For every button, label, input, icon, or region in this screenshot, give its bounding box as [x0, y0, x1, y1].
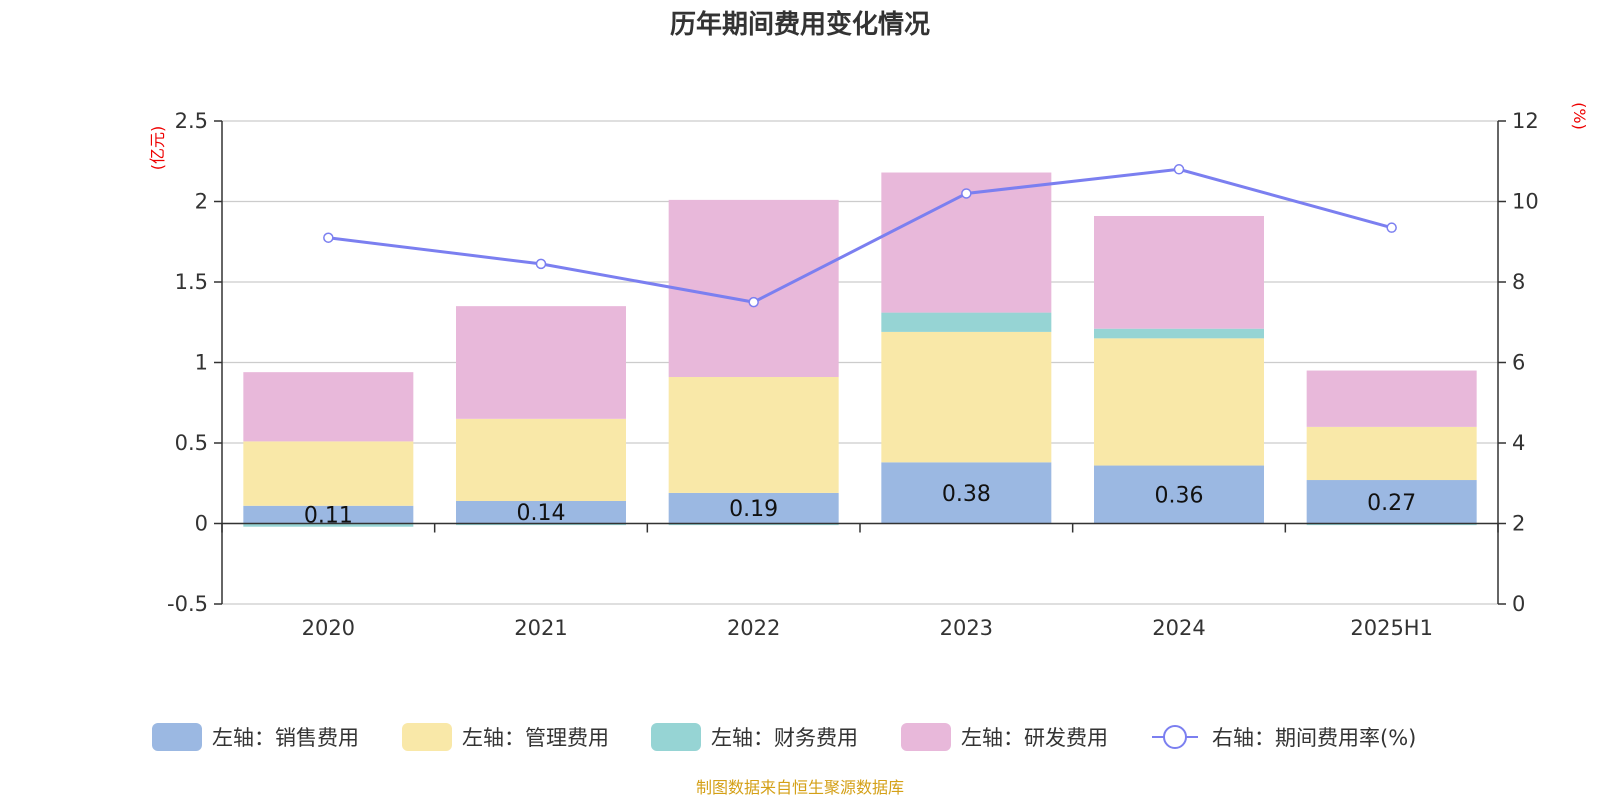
right-tick-label: 0	[1512, 592, 1525, 616]
legend-swatch	[901, 723, 951, 751]
x-tick-label: 2020	[302, 616, 355, 640]
right-tick-label: 12	[1512, 109, 1539, 133]
rate-point	[961, 188, 972, 199]
bar-segment	[668, 199, 839, 377]
bar-segment	[1306, 370, 1477, 427]
x-tick-label: 2021	[514, 616, 567, 640]
right-tick-label: 2	[1512, 512, 1525, 536]
right-tick-label: 10	[1512, 190, 1539, 214]
left-tick-label: 1.5	[175, 270, 208, 294]
bar-segment	[881, 312, 1052, 332]
right-tick-label: 8	[1512, 270, 1525, 294]
legend-swatch	[651, 723, 701, 751]
x-tick-label: 2023	[940, 616, 993, 640]
bar-segment	[243, 441, 414, 506]
bar-value-label: 0.11	[304, 504, 353, 529]
bar-segment	[668, 523, 839, 526]
bar-segment	[243, 523, 414, 527]
legend-swatch	[402, 723, 452, 751]
rate-line-path	[328, 167, 1393, 304]
right-tick-label: 4	[1512, 431, 1525, 455]
bar-value-label: 0.14	[517, 501, 566, 526]
bar-segment	[1094, 215, 1264, 329]
bar-value-label: 0.19	[729, 497, 778, 522]
chart-title: 历年期间费用变化情况	[670, 9, 930, 40]
bars	[243, 172, 1477, 527]
bar-segment	[456, 523, 626, 526]
bar-segment	[881, 331, 1052, 463]
bar-segment	[1306, 426, 1477, 481]
bar-segment	[456, 500, 626, 524]
legend-label: 左轴：管理费用	[462, 726, 609, 750]
bar-segment	[668, 492, 839, 524]
left-tick-label: 2.5	[175, 109, 208, 133]
legend-marker	[1163, 725, 1187, 749]
legend-label: 左轴：研发费用	[961, 726, 1108, 750]
legend: 左轴：销售费用 左轴：管理费用 左轴：财务费用 左轴：研发费用 右轴：期间费用率(%)	[152, 723, 1416, 751]
bar-value-label: 0.38	[942, 482, 991, 507]
rate-line	[323, 164, 1397, 308]
bar-segment	[456, 418, 626, 501]
x-tick-label: 2024	[1152, 616, 1205, 640]
left-tick-label: 0.5	[175, 431, 208, 455]
legend-label: 左轴：财务费用	[711, 726, 858, 750]
rate-point	[535, 258, 547, 270]
legend-label: 右轴：期间费用率(%)	[1212, 726, 1416, 750]
bar-segment	[456, 306, 626, 419]
bar-segment	[1094, 328, 1264, 339]
legend-label: 左轴：销售费用	[212, 726, 359, 750]
rate-point	[323, 232, 334, 243]
bar-segment	[1306, 523, 1477, 526]
bar-segment	[881, 462, 1052, 524]
bar-segment	[1094, 338, 1264, 466]
bar-labels: 0.11 0.14 0.19 0.38 0.36 0.27	[304, 482, 1416, 529]
left-tick-label: 1	[195, 351, 208, 375]
x-tick-label: 2022	[727, 616, 780, 640]
bar-value-label: 0.36	[1155, 484, 1204, 509]
right-tick-label: 6	[1512, 351, 1525, 375]
x-tick-label: 2025H1	[1350, 616, 1433, 640]
bar-segment	[668, 376, 839, 493]
rate-point	[1386, 222, 1397, 233]
left-tick-label: 0	[195, 512, 208, 536]
bar-segment	[1094, 465, 1264, 524]
bar-segment	[243, 372, 414, 442]
bar-segment	[243, 505, 414, 524]
rate-point	[1173, 164, 1185, 175]
source-note: 制图数据来自恒生聚源数据库	[696, 778, 904, 797]
left-tick-label: -0.5	[167, 592, 208, 616]
right-axis-unit: (%)	[1570, 102, 1589, 130]
bar-value-label: 0.27	[1367, 491, 1416, 516]
rate-point	[748, 296, 759, 308]
legend-swatch	[152, 723, 202, 751]
bar-segment	[1306, 480, 1477, 524]
left-tick-label: 2	[195, 190, 208, 214]
left-axis-unit: (亿元)	[148, 126, 167, 171]
